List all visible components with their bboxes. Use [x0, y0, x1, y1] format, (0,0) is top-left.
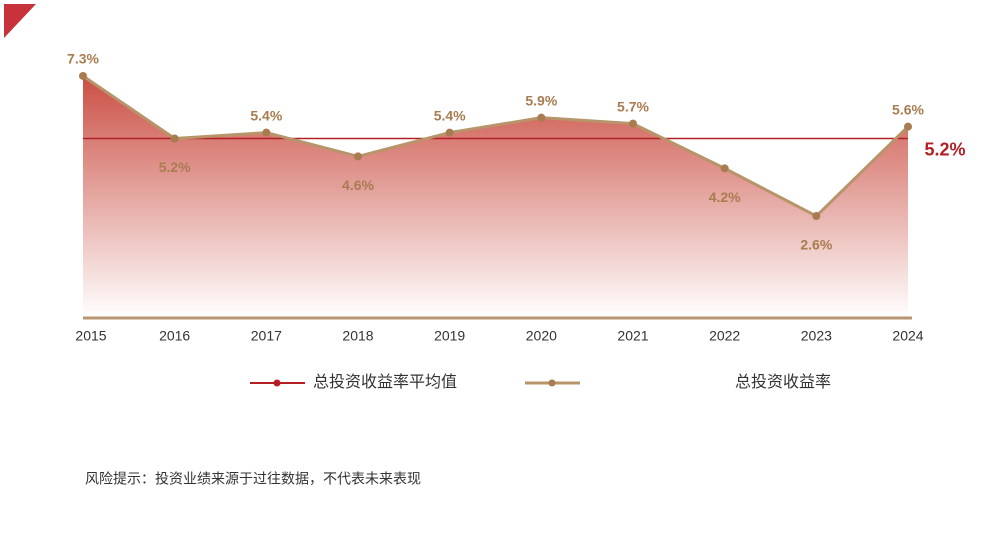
point	[720, 164, 729, 173]
x-tick-label: 2023	[801, 328, 832, 344]
average-label: 5.2%	[924, 139, 965, 159]
value-label: 5.7%	[617, 98, 649, 114]
point	[170, 134, 179, 143]
point	[354, 152, 362, 161]
x-tick-label: 2020	[526, 328, 557, 344]
line	[82, 74, 910, 218]
value-label: 5.2%	[159, 159, 191, 175]
point	[79, 71, 87, 80]
x-tick-label: 2016	[159, 328, 190, 344]
value-label: 5.9%	[525, 92, 557, 108]
value-label: 5.4%	[434, 107, 466, 123]
legend-label: 总投资收益率平均值	[313, 373, 457, 391]
value-label: 5.4%	[250, 107, 282, 123]
x-tick-label: 2017	[251, 328, 282, 344]
value-label: 5.6%	[892, 101, 924, 117]
value-label: 4.6%	[342, 177, 374, 193]
value-label: 4.2%	[709, 189, 741, 205]
area	[83, 75, 908, 319]
point	[904, 122, 912, 131]
x-tick-label: 2015	[75, 328, 106, 344]
value-label: 7.3%	[67, 51, 99, 67]
legend-dot	[273, 379, 281, 387]
point	[262, 128, 271, 137]
x-tick-label: 2022	[709, 328, 740, 344]
corner-decoration	[4, 4, 36, 38]
legend-dot	[548, 379, 556, 387]
point	[812, 212, 821, 221]
point	[445, 128, 454, 137]
point	[629, 119, 637, 128]
footnote: 风险提示：投资业绩来源于过往数据，不代表未来表现	[85, 471, 421, 487]
x-tick-label: 2024	[892, 328, 923, 344]
legend-label: 总投资收益率	[735, 373, 831, 391]
x-tick-label: 2018	[342, 328, 373, 344]
x-tick-label: 2021	[617, 328, 648, 344]
value-label: 2.6%	[800, 237, 832, 253]
x-tick-label: 2019	[434, 328, 465, 344]
point	[537, 113, 546, 122]
